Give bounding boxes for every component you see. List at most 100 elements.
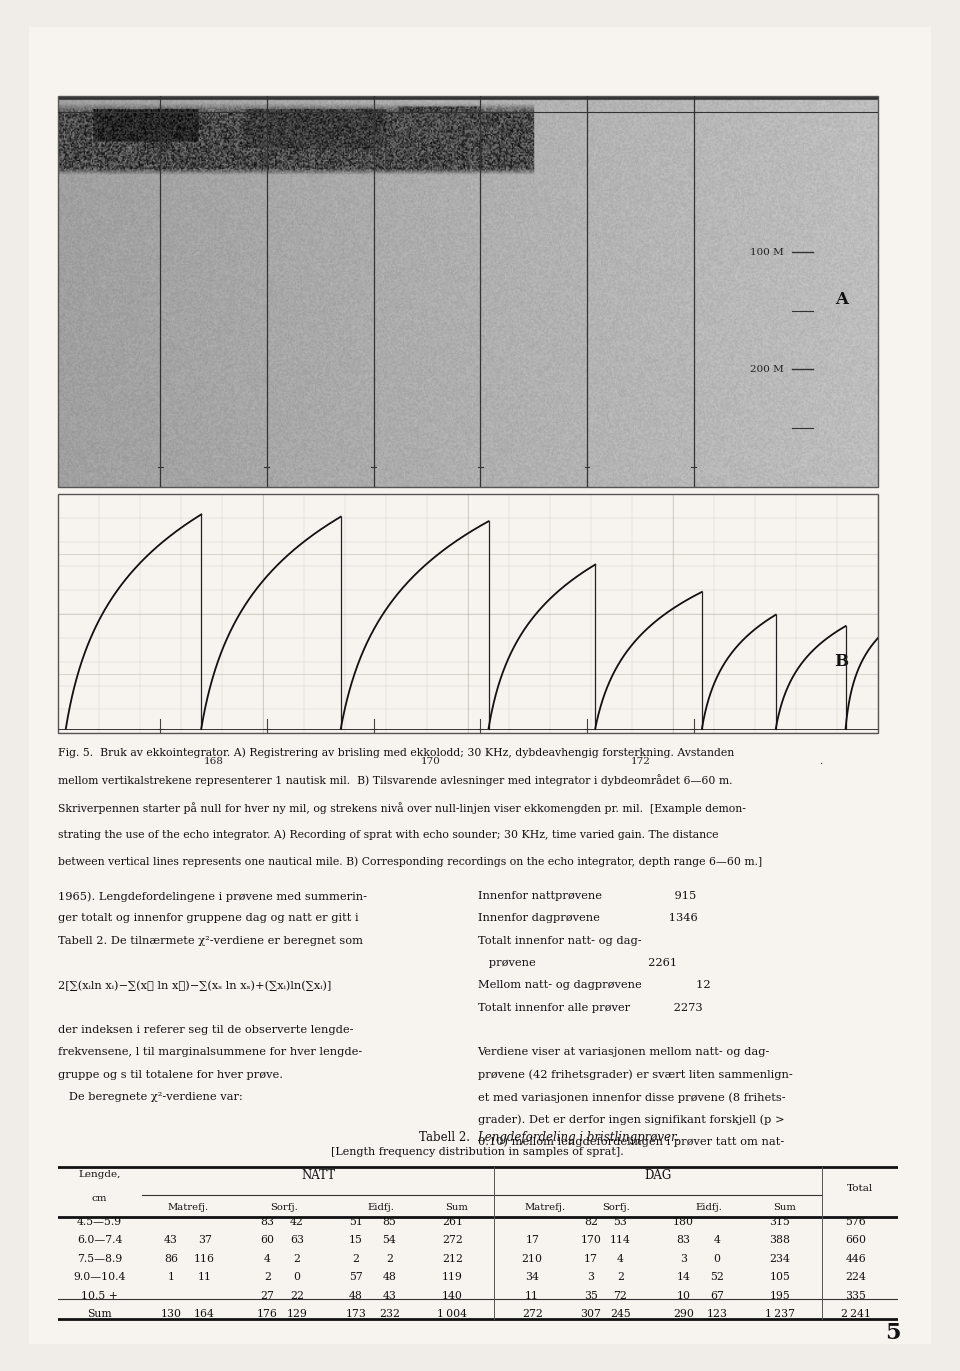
Text: frekvensene, l til marginalsummene for hver lengde-: frekvensene, l til marginalsummene for h… xyxy=(58,1047,362,1057)
Text: cm: cm xyxy=(92,1194,108,1204)
Text: 123: 123 xyxy=(707,1309,728,1319)
Text: 446: 446 xyxy=(845,1253,866,1264)
Text: 83: 83 xyxy=(260,1216,275,1227)
Text: 335: 335 xyxy=(845,1290,866,1301)
Text: Sum: Sum xyxy=(773,1202,796,1212)
Text: 4.5—5.9: 4.5—5.9 xyxy=(77,1216,122,1227)
Text: Matrefj.: Matrefj. xyxy=(524,1202,565,1212)
Text: 114: 114 xyxy=(610,1235,631,1245)
Text: Matrefj.: Matrefj. xyxy=(167,1202,208,1212)
Text: 172: 172 xyxy=(631,757,650,766)
Text: B: B xyxy=(834,653,849,670)
Text: 2[∑(xᵢln xᵢ)−∑(xℓ ln xℓ)−∑(xₛ ln xₛ)+(∑xᵢ)ln(∑xᵢ)]: 2[∑(xᵢln xᵢ)−∑(xℓ ln xℓ)−∑(xₛ ln xₛ)+(∑x… xyxy=(58,980,331,991)
Text: 176: 176 xyxy=(257,1309,278,1319)
Text: 4: 4 xyxy=(264,1253,271,1264)
Text: Sorfj.: Sorfj. xyxy=(271,1202,299,1212)
Text: 2: 2 xyxy=(386,1253,393,1264)
Text: 1 004: 1 004 xyxy=(438,1309,468,1319)
Text: Fig. 5.  Bruk av ekkointegrator. A) Registrering av brisling med ekkolodd; 30 KH: Fig. 5. Bruk av ekkointegrator. A) Regis… xyxy=(58,747,733,758)
Text: 2 241: 2 241 xyxy=(841,1309,871,1319)
Text: 0: 0 xyxy=(294,1272,300,1282)
Text: prøvene                               2261: prøvene 2261 xyxy=(478,958,677,968)
Text: 15: 15 xyxy=(348,1235,363,1245)
Text: 17: 17 xyxy=(525,1235,540,1245)
Text: 290: 290 xyxy=(673,1309,694,1319)
Text: strating the use of the echo integrator. A) Recording of sprat with echo sounder: strating the use of the echo integrator.… xyxy=(58,829,718,840)
Text: 2: 2 xyxy=(617,1272,624,1282)
Text: 11: 11 xyxy=(198,1272,211,1282)
Text: 34: 34 xyxy=(525,1272,540,1282)
Text: Totalt innenfor natt- og dag-: Totalt innenfor natt- og dag- xyxy=(478,936,641,946)
Text: De beregnete χ²-verdiene var:: De beregnete χ²-verdiene var: xyxy=(58,1091,242,1102)
Text: 5: 5 xyxy=(885,1322,900,1345)
Text: 35: 35 xyxy=(584,1290,598,1301)
Text: 54: 54 xyxy=(382,1235,396,1245)
Text: 180: 180 xyxy=(673,1216,694,1227)
Text: 43: 43 xyxy=(164,1235,178,1245)
Text: 0: 0 xyxy=(713,1253,721,1264)
Text: 10.5 +: 10.5 + xyxy=(82,1290,118,1301)
Text: 52: 52 xyxy=(710,1272,724,1282)
Text: 2: 2 xyxy=(294,1253,300,1264)
Text: 116: 116 xyxy=(194,1253,215,1264)
Text: Mellom natt- og dagprøvene               12: Mellom natt- og dagprøvene 12 xyxy=(478,980,710,990)
Text: 1 237: 1 237 xyxy=(765,1309,795,1319)
Text: mellom vertikalstrekene representerer 1 nautisk mil.  B) Tilsvarende avlesninger: mellom vertikalstrekene representerer 1 … xyxy=(58,775,732,787)
Text: 100 M: 100 M xyxy=(751,248,784,256)
Text: 17: 17 xyxy=(584,1253,598,1264)
Text: 14: 14 xyxy=(677,1272,690,1282)
Text: 7.5—8.9: 7.5—8.9 xyxy=(77,1253,122,1264)
Text: Totalt innenfor alle prøver            2273: Totalt innenfor alle prøver 2273 xyxy=(478,1002,702,1013)
Text: Verdiene viser at variasjonen mellom natt- og dag-: Verdiene viser at variasjonen mellom nat… xyxy=(478,1047,770,1057)
Text: Tabell 2. De tilnærmete χ²-verdiene er beregnet som: Tabell 2. De tilnærmete χ²-verdiene er b… xyxy=(58,936,363,946)
Text: 2: 2 xyxy=(352,1253,359,1264)
Text: 129: 129 xyxy=(287,1309,307,1319)
Text: 85: 85 xyxy=(382,1216,396,1227)
Text: 53: 53 xyxy=(613,1216,627,1227)
Text: Innenfor dagprøvene                   1346: Innenfor dagprøvene 1346 xyxy=(478,913,697,924)
Text: gruppe og s til totalene for hver prøve.: gruppe og s til totalene for hver prøve. xyxy=(58,1069,282,1079)
Text: et med variasjonen innenfor disse prøvene (8 frihets-: et med variasjonen innenfor disse prøven… xyxy=(478,1091,785,1102)
Text: 576: 576 xyxy=(845,1216,866,1227)
Text: 200 M: 200 M xyxy=(751,365,784,374)
Text: 86: 86 xyxy=(164,1253,178,1264)
Text: Tabell 2.: Tabell 2. xyxy=(420,1131,478,1143)
Text: 660: 660 xyxy=(845,1235,866,1245)
Text: 37: 37 xyxy=(198,1235,211,1245)
Text: Sorfj.: Sorfj. xyxy=(602,1202,630,1212)
Text: 224: 224 xyxy=(845,1272,866,1282)
Text: 212: 212 xyxy=(442,1253,463,1264)
Text: Eidfj.: Eidfj. xyxy=(368,1202,395,1212)
Text: 6.0—7.4: 6.0—7.4 xyxy=(77,1235,122,1245)
Text: 170: 170 xyxy=(421,757,441,766)
Text: [Length frequency distribution in samples of sprat].: [Length frequency distribution in sample… xyxy=(331,1148,624,1157)
Text: 60: 60 xyxy=(260,1235,275,1245)
Text: 1: 1 xyxy=(167,1272,175,1282)
Text: 42: 42 xyxy=(290,1216,304,1227)
Text: 4: 4 xyxy=(713,1235,720,1245)
Text: 1965). Lengdefordelingene i prøvene med summerin-: 1965). Lengdefordelingene i prøvene med … xyxy=(58,891,367,902)
Text: 67: 67 xyxy=(710,1290,724,1301)
Text: 27: 27 xyxy=(261,1290,275,1301)
Text: grader). Det er derfor ingen signifikant forskjell (p >: grader). Det er derfor ingen signifikant… xyxy=(478,1115,784,1124)
Text: Sum: Sum xyxy=(87,1309,112,1319)
Text: Sum: Sum xyxy=(445,1202,468,1212)
Text: 48: 48 xyxy=(348,1290,363,1301)
Text: 168: 168 xyxy=(204,757,224,766)
Text: 105: 105 xyxy=(770,1272,790,1282)
Text: 307: 307 xyxy=(581,1309,601,1319)
Text: 130: 130 xyxy=(160,1309,181,1319)
Text: 51: 51 xyxy=(348,1216,363,1227)
Text: der indeksen i referer seg til de observerte lengde-: der indeksen i referer seg til de observ… xyxy=(58,1026,353,1035)
Text: 140: 140 xyxy=(442,1290,463,1301)
Text: Lengdefordeling i bristlingprøver.: Lengdefordeling i bristlingprøver. xyxy=(478,1131,680,1143)
Text: 82: 82 xyxy=(584,1216,598,1227)
Text: NATT: NATT xyxy=(300,1169,335,1182)
Text: 173: 173 xyxy=(346,1309,366,1319)
Text: Total: Total xyxy=(847,1185,873,1193)
Text: 57: 57 xyxy=(348,1272,363,1282)
Text: 272: 272 xyxy=(442,1235,463,1245)
Text: 43: 43 xyxy=(382,1290,396,1301)
Text: 63: 63 xyxy=(290,1235,304,1245)
Text: 232: 232 xyxy=(379,1309,400,1319)
